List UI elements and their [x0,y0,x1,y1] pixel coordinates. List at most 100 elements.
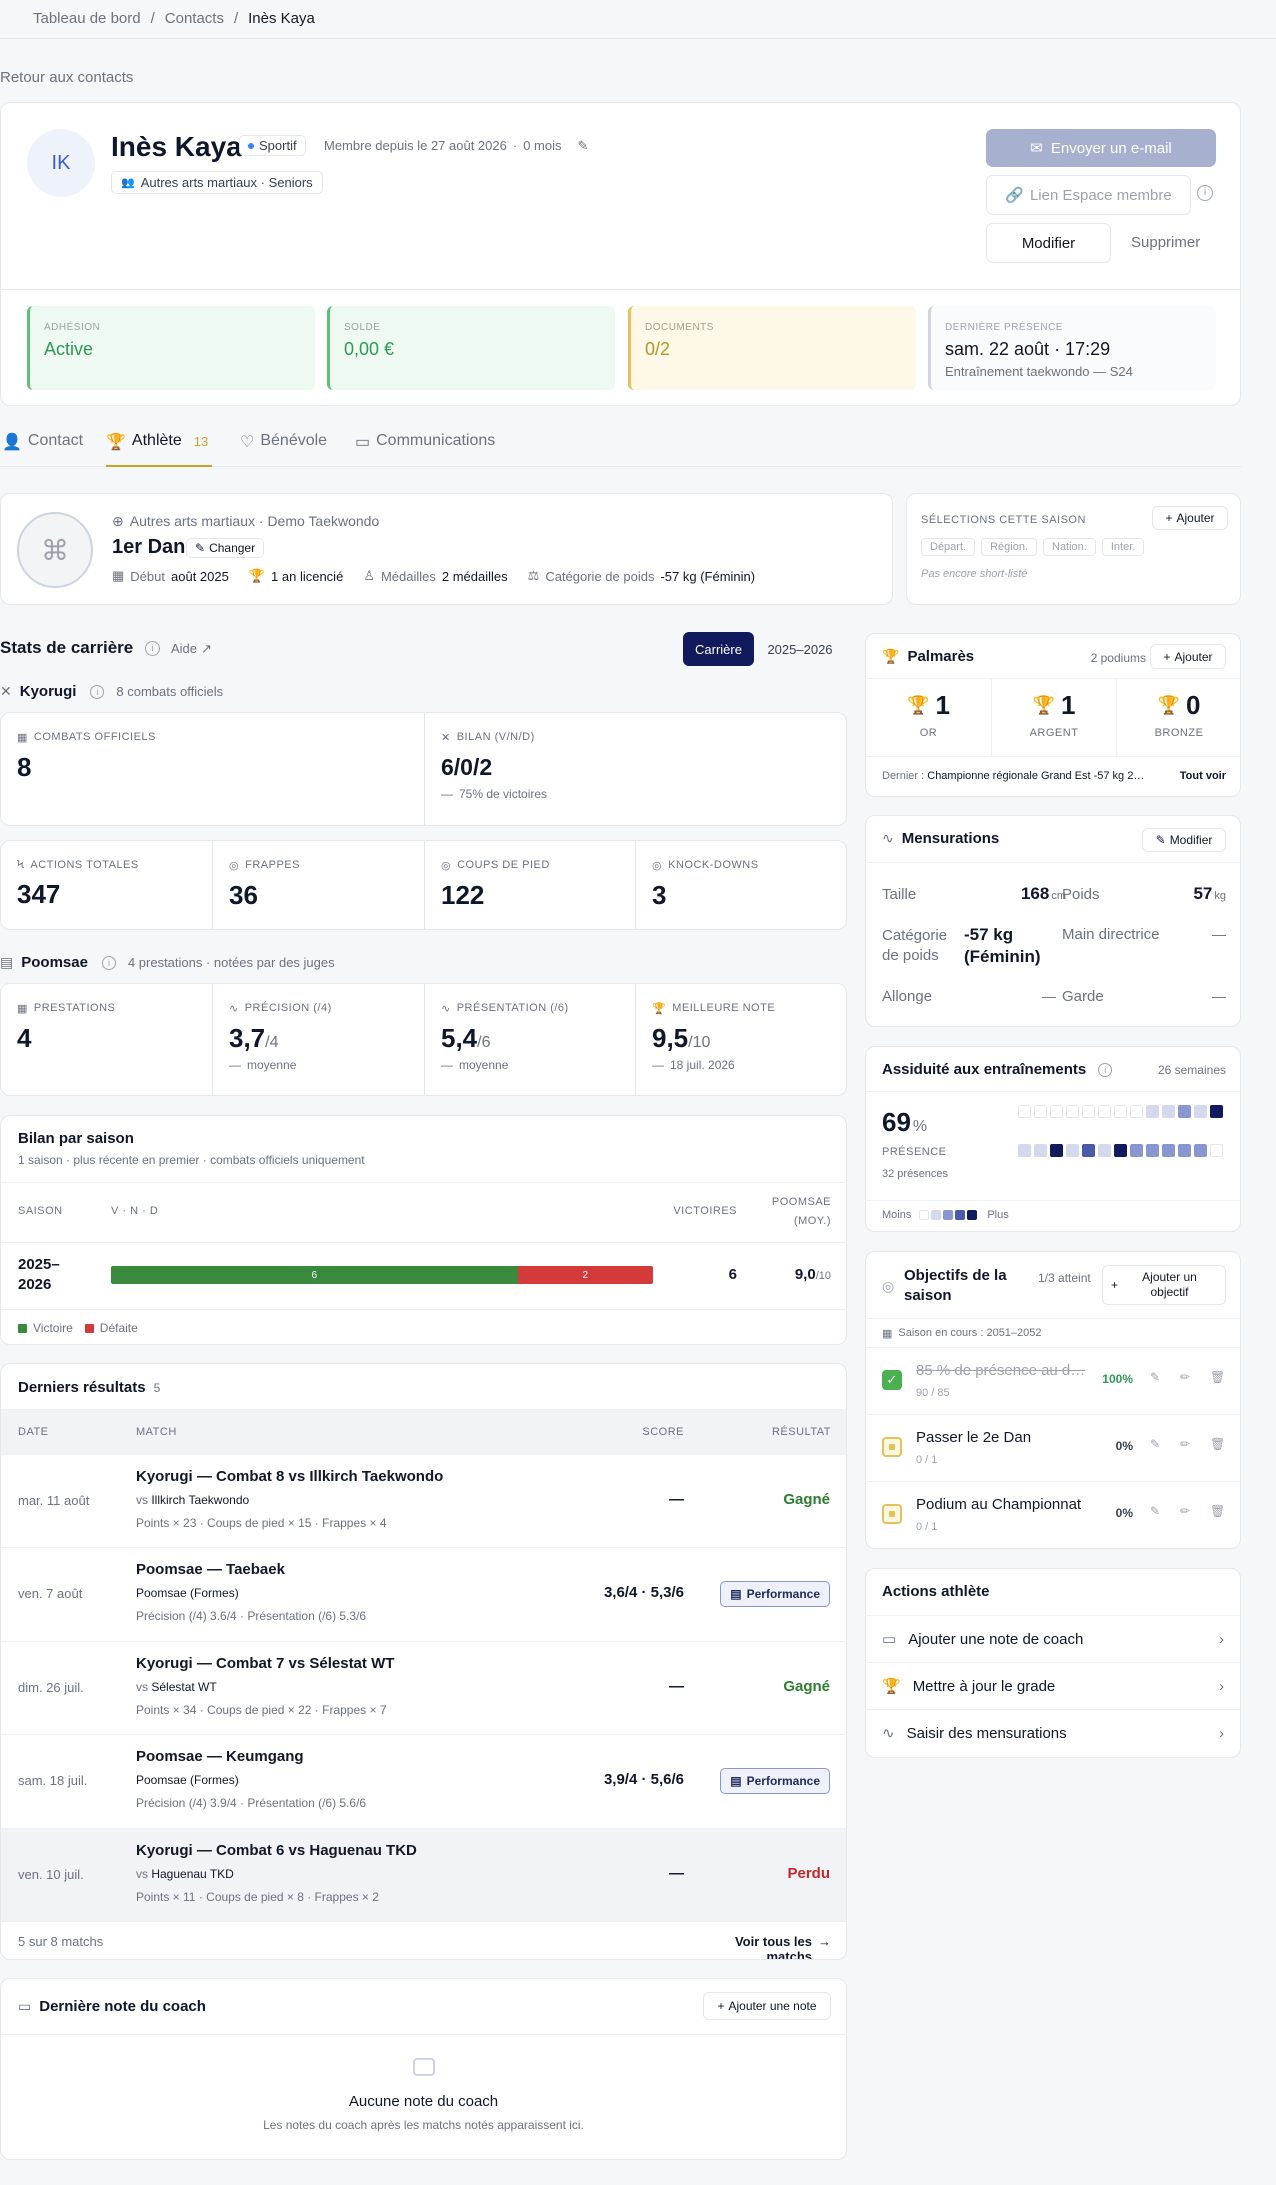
season-summary-card: Bilan par saison 1 saison · plus récente… [0,1115,847,1345]
col-poomsae: POOMSAE (MOY.) [771,1196,831,1227]
coach-note-empty-sub: Les notes du coach après les matchs noté… [263,2118,584,2132]
trash-icon[interactable]: 🗑 [1210,1437,1226,1451]
tab-communications[interactable]: ▭ Communications [355,432,496,451]
add-selection-button[interactable]: + Ajouter [1152,506,1228,530]
match-title[interactable]: Kyorugi — Combat 6 vs Haguenau TKD [136,1841,417,1859]
season-poomsae: 9,0/10 [794,1266,831,1283]
enter-measurements-action[interactable]: ∿ Saisir des mensurations › [866,1709,1240,1756]
breadcrumb-contacts[interactable]: Contacts [164,10,224,27]
edit-icon[interactable]: ✎ [1150,1370,1161,1384]
season-bar: 6 2 [111,1266,653,1284]
edit-contact-button[interactable]: Modifier [986,223,1111,263]
match-opponent: vs Sélestat WT [136,1679,217,1694]
heatmap-cell [1098,1144,1111,1157]
legend-square [919,1210,930,1220]
breadcrumb-home[interactable]: Tableau de bord [33,10,141,27]
medal-gold: 🏆 1 OR [907,690,950,739]
target-icon: ◎ [882,1278,895,1294]
table-row[interactable]: dim. 26 juil. Kyorugi — Combat 7 vs Séle… [1,1640,846,1734]
level-pill[interactable]: Nation. [1043,538,1096,556]
match-title[interactable]: Kyorugi — Combat 8 vs Illkirch Taekwondo [136,1468,444,1485]
see-all-palmares-link[interactable]: Tout voir [1179,770,1226,782]
checkbox-checked[interactable]: ✓ [882,1370,902,1390]
level-pill[interactable]: Inter. [1101,538,1145,556]
heatmap-cell [1210,1144,1223,1157]
swords-icon: ✕ [441,732,451,744]
trash-icon[interactable]: 🗑 [1210,1370,1226,1384]
match-date: ven. 10 juil. [18,1866,84,1882]
match-title[interactable]: Poomsae — Taebaek [136,1561,285,1579]
pencil-icon[interactable]: ✏ [1180,1370,1191,1384]
height-value: 168 cm [1020,884,1066,903]
back-link[interactable]: Retour aux contacts [0,69,134,86]
table-row[interactable]: mar. 11 août Kyorugi — Combat 8 vs Illki… [1,1454,846,1547]
table-row[interactable]: ven. 7 août Poomsae — Taebaek Poomsae (F… [1,1547,846,1640]
col-season: SAISON [18,1205,63,1217]
member-space-button[interactable]: 🔗 Lien Espace membre [986,175,1191,215]
tab-contact[interactable]: 👤 Contact [2,432,84,451]
checkbox-pending[interactable] [882,1504,902,1524]
performance-badge: ▤ Performance [720,1768,830,1795]
attendance-card: Assiduité aux entraînements i 26 semaines… [865,1046,1241,1232]
goal-progress: 0 / 1 [916,1521,938,1533]
email-button[interactable]: ✉ Envoyer un e-mail [986,129,1216,167]
help-link[interactable]: Aide ↗ [171,641,212,656]
heatmap-cell [1194,1105,1207,1118]
heatmap-cell [1146,1144,1159,1157]
edit-icon[interactable]: ✎ [1150,1504,1161,1518]
change-grade-button[interactable]: ✎ Changer [186,538,265,558]
medal-icon: ♙ [363,568,375,583]
results-footer-count: 5 sur 8 matchs [18,1934,104,1949]
season-victories: 6 [728,1266,737,1283]
attendance-weeks: 26 semaines [1157,1063,1226,1077]
documents-tile[interactable]: DOCUMENTS 0/2 [628,306,916,390]
season-summary-title: Bilan par saison [18,1130,134,1147]
match-date: sam. 18 juil. [18,1773,88,1789]
trash-icon[interactable]: 🗑 [1210,1504,1226,1518]
info-icon[interactable]: i [101,955,116,970]
activity-icon: ∿ [441,1003,451,1015]
measurements-card: ∿ Mensurations ✎ Modifier Taille 168 cm Poi… [865,815,1241,1027]
edit-measurements-button[interactable]: ✎ Modifier [1142,828,1226,852]
info-icon[interactable]: i [1098,1062,1113,1077]
add-goal-button[interactable]: + Ajouter un objectif [1102,1265,1226,1305]
match-title[interactable]: Kyorugi — Combat 7 vs Sélestat WT [136,1654,395,1672]
info-icon[interactable]: i [1197,185,1213,201]
goal-progress: 0 / 1 [916,1454,938,1466]
chat-icon: ▭ [882,1631,897,1648]
update-grade-action[interactable]: 🏆 Mettre à jour le grade › [866,1662,1240,1709]
col-vnd: V · N · D [111,1205,159,1217]
match-title[interactable]: Poomsae — Keumgang [136,1748,304,1766]
info-icon[interactable]: i [90,684,105,699]
pencil-icon[interactable]: ✏ [1180,1437,1191,1451]
table-row[interactable]: ven. 10 juil. Kyorugi — Combat 6 vs Hagu… [1,1827,846,1921]
knockdowns-stat: ◎ KNOCK-DOWNS 3 [635,841,846,929]
edit-pencil-icon[interactable]: ✎ [577,138,589,153]
silver-trophy-icon: 🏆 [1032,695,1055,715]
checkbox-pending[interactable] [882,1437,902,1457]
heatmap-legend: Moins Plus [882,1209,1009,1221]
calendar-icon: ▦ [17,732,28,744]
heatmap-cell [1130,1105,1143,1118]
table-row[interactable]: sam. 18 juil. Poomsae — Keumgang Poomsae… [1,1734,846,1827]
add-coach-note-button[interactable]: + Ajouter une note [703,1992,831,2020]
tab-volunteer[interactable]: ♡ Bénévole [240,432,328,451]
level-pill[interactable]: Région. [981,538,1037,556]
chevron-right-icon: › [1219,1630,1224,1648]
info-icon[interactable]: i [145,641,160,656]
delete-contact-button[interactable]: Supprimer [1131,234,1201,251]
pencil-icon[interactable]: ✏ [1180,1504,1191,1518]
level-pill[interactable]: Départ. [921,538,976,556]
heatmap-cell [1130,1144,1143,1157]
career-tab[interactable]: Carrière [683,632,754,666]
goals-achieved: 1/3 atteint [1038,1271,1091,1285]
tab-athlete[interactable]: 🏆 Athlète 13 [106,432,213,467]
edit-icon[interactable]: ✎ [1150,1437,1161,1451]
reach-label: Allonge [882,988,933,1005]
see-all-matches-link[interactable]: Voir tous les matchs → [691,1934,831,1959]
match-opponent: Poomsae (Formes) [136,1773,239,1788]
season-tab[interactable]: 2025–2026 [767,641,833,657]
weight-category-label: Catégorie de poids [882,927,948,964]
add-palmares-button[interactable]: + Ajouter [1150,644,1226,669]
add-coach-note-action[interactable]: ▭ Ajouter une note de coach › [866,1615,1240,1662]
